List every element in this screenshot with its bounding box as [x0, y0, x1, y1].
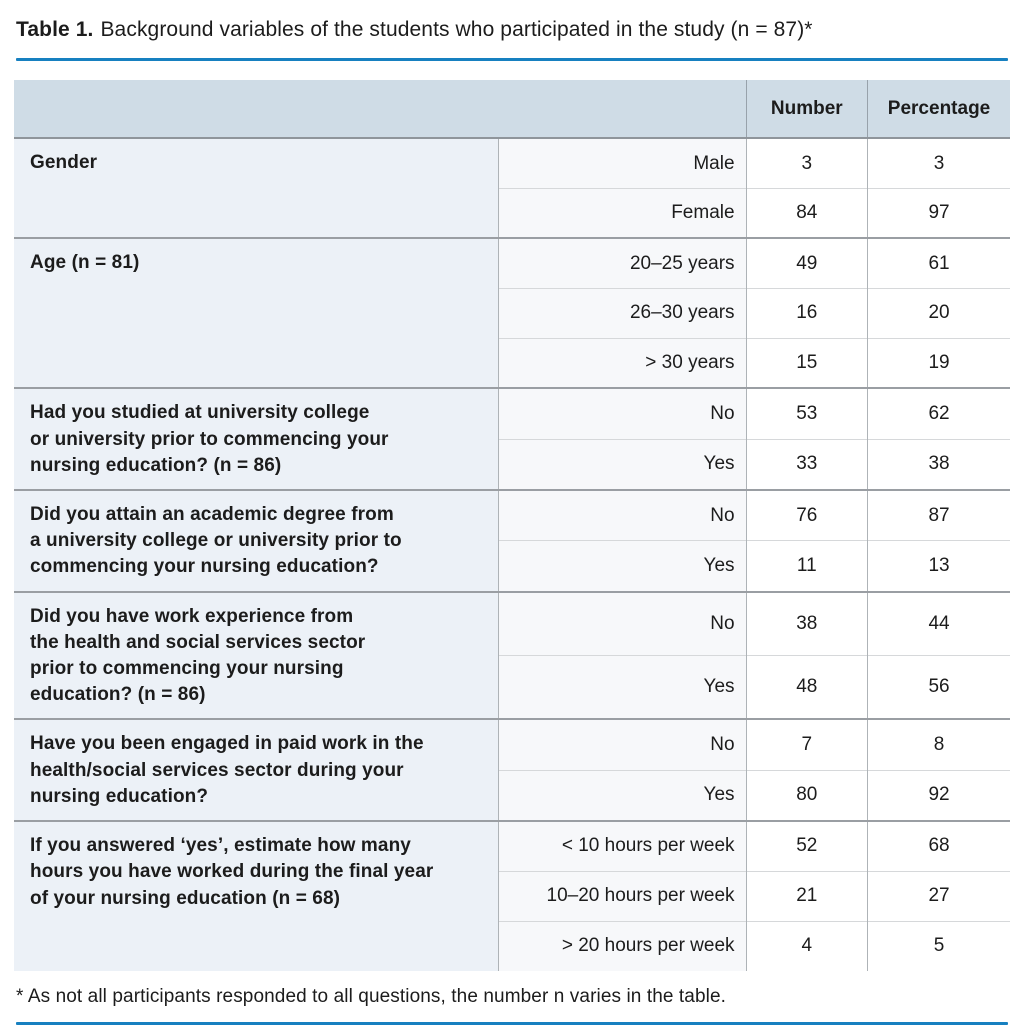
bottom-divider-rule — [16, 1022, 1008, 1026]
table-row: Yes 48 56 — [14, 655, 1010, 720]
group-paid-work: Have you been engaged in paid work in th… — [14, 719, 1010, 822]
percentage-cell: 97 — [867, 187, 1010, 239]
group-prior-university-studies: Had you studied at university college or… — [14, 388, 1010, 490]
table-row: Yes 33 38 — [14, 438, 1010, 490]
background-variables-table: Number Percentage Gender Male 3 3 Female… — [14, 80, 1010, 972]
percentage-cell: 38 — [867, 438, 1010, 490]
number-cell: 48 — [746, 655, 868, 720]
percentage-cell: 56 — [867, 655, 1010, 720]
header-number: Number — [745, 80, 868, 139]
group-label-cell: If you answered ‘yes’, estimate how many… — [14, 821, 499, 972]
number-cell: 4 — [746, 920, 868, 972]
category-cell: No — [497, 719, 747, 771]
category-cell: No — [497, 489, 747, 541]
number-cell: 76 — [746, 489, 868, 541]
header-empty-cell — [14, 80, 747, 139]
header-percentage: Percentage — [867, 80, 1010, 139]
category-cell: Yes — [497, 540, 747, 592]
percentage-cell: 19 — [867, 337, 1010, 389]
table-row: 26–30 years 16 20 — [14, 287, 1010, 339]
percentage-cell: 27 — [867, 870, 1010, 922]
group-label-cell: Had you studied at university college or… — [14, 388, 499, 490]
number-cell: 7 — [746, 719, 868, 771]
table-row: > 30 years 15 19 — [14, 337, 1010, 389]
table-row: Did you have work experience from the he… — [14, 591, 1010, 720]
table-title-caption: Background variables of the students who… — [100, 18, 813, 41]
category-cell: Yes — [497, 769, 747, 822]
category-cell: 10–20 hours per week — [497, 870, 747, 922]
number-cell: 3 — [746, 138, 868, 189]
category-cell: Male — [497, 138, 747, 189]
group-label-cell: Did you have work experience from the he… — [14, 591, 499, 720]
percentage-cell: 68 — [867, 821, 1010, 872]
percentage-cell: 3 — [867, 138, 1010, 189]
percentage-cell: 92 — [867, 769, 1010, 822]
category-cell: 20–25 years — [497, 238, 747, 289]
number-cell: 80 — [746, 769, 868, 822]
group-hours-worked: If you answered ‘yes’, estimate how many… — [14, 821, 1010, 972]
table-header-row: Number Percentage — [14, 80, 1010, 139]
category-cell: No — [497, 591, 747, 656]
table-row: Had you studied at university college or… — [14, 388, 1010, 490]
group-academic-degree: Did you attain an academic degree from a… — [14, 489, 1010, 592]
category-cell: No — [497, 388, 747, 440]
number-cell: 21 — [746, 870, 868, 922]
category-cell: Yes — [497, 438, 747, 490]
number-cell: 49 — [746, 238, 868, 289]
percentage-cell: 44 — [867, 591, 1010, 656]
group-label-cell: Have you been engaged in paid work in th… — [14, 719, 499, 822]
number-cell: 11 — [746, 540, 868, 592]
percentage-cell: 20 — [867, 287, 1010, 339]
percentage-cell: 87 — [867, 489, 1010, 541]
table-row: Female 84 97 — [14, 187, 1010, 239]
group-label-cell: Did you attain an academic degree from a… — [14, 489, 499, 592]
category-cell: Female — [497, 187, 747, 239]
table-row: Gender Male 3 3 — [14, 138, 1010, 239]
category-cell: > 30 years — [497, 337, 747, 389]
table-row: Did you attain an academic degree from a… — [14, 489, 1010, 592]
percentage-cell: 13 — [867, 540, 1010, 592]
percentage-cell: 5 — [867, 920, 1010, 972]
number-cell: 52 — [746, 821, 868, 872]
number-cell: 33 — [746, 438, 868, 490]
number-cell: 15 — [746, 337, 868, 389]
category-cell: > 20 hours per week — [497, 920, 747, 972]
table-row: If you answered ‘yes’, estimate how many… — [14, 821, 1010, 972]
table-row: > 20 hours per week 4 5 — [14, 920, 1010, 972]
table-title-label: Table 1. — [16, 18, 94, 41]
table-row: Age (n = 81) 20–25 years 49 61 — [14, 238, 1010, 389]
number-cell: 53 — [746, 388, 868, 440]
table-row: Yes 80 92 — [14, 769, 1010, 822]
percentage-cell: 8 — [867, 719, 1010, 771]
table-row: Have you been engaged in paid work in th… — [14, 719, 1010, 822]
top-divider-rule — [16, 58, 1008, 62]
group-work-experience: Did you have work experience from the he… — [14, 591, 1010, 720]
number-cell: 16 — [746, 287, 868, 339]
category-cell: Yes — [497, 655, 747, 720]
category-cell: 26–30 years — [497, 287, 747, 339]
table-head: Number Percentage — [14, 80, 1010, 139]
number-cell: 38 — [746, 591, 868, 656]
table-title: Table 1. Background variables of the stud… — [16, 16, 1008, 43]
group-label-cell: Gender — [14, 138, 499, 239]
group-age: Age (n = 81) 20–25 years 49 61 26–30 yea… — [14, 238, 1010, 389]
group-gender: Gender Male 3 3 Female 84 97 — [14, 138, 1010, 239]
number-cell: 84 — [746, 187, 868, 239]
table-footnote: * As not all participants responded to a… — [16, 986, 727, 1008]
percentage-cell: 61 — [867, 238, 1010, 289]
group-label-cell: Age (n = 81) — [14, 238, 499, 389]
table-row: Yes 11 13 — [14, 540, 1010, 592]
table-row: 10–20 hours per week 21 27 — [14, 870, 1010, 922]
percentage-cell: 62 — [867, 388, 1010, 440]
category-cell: < 10 hours per week — [497, 821, 747, 872]
